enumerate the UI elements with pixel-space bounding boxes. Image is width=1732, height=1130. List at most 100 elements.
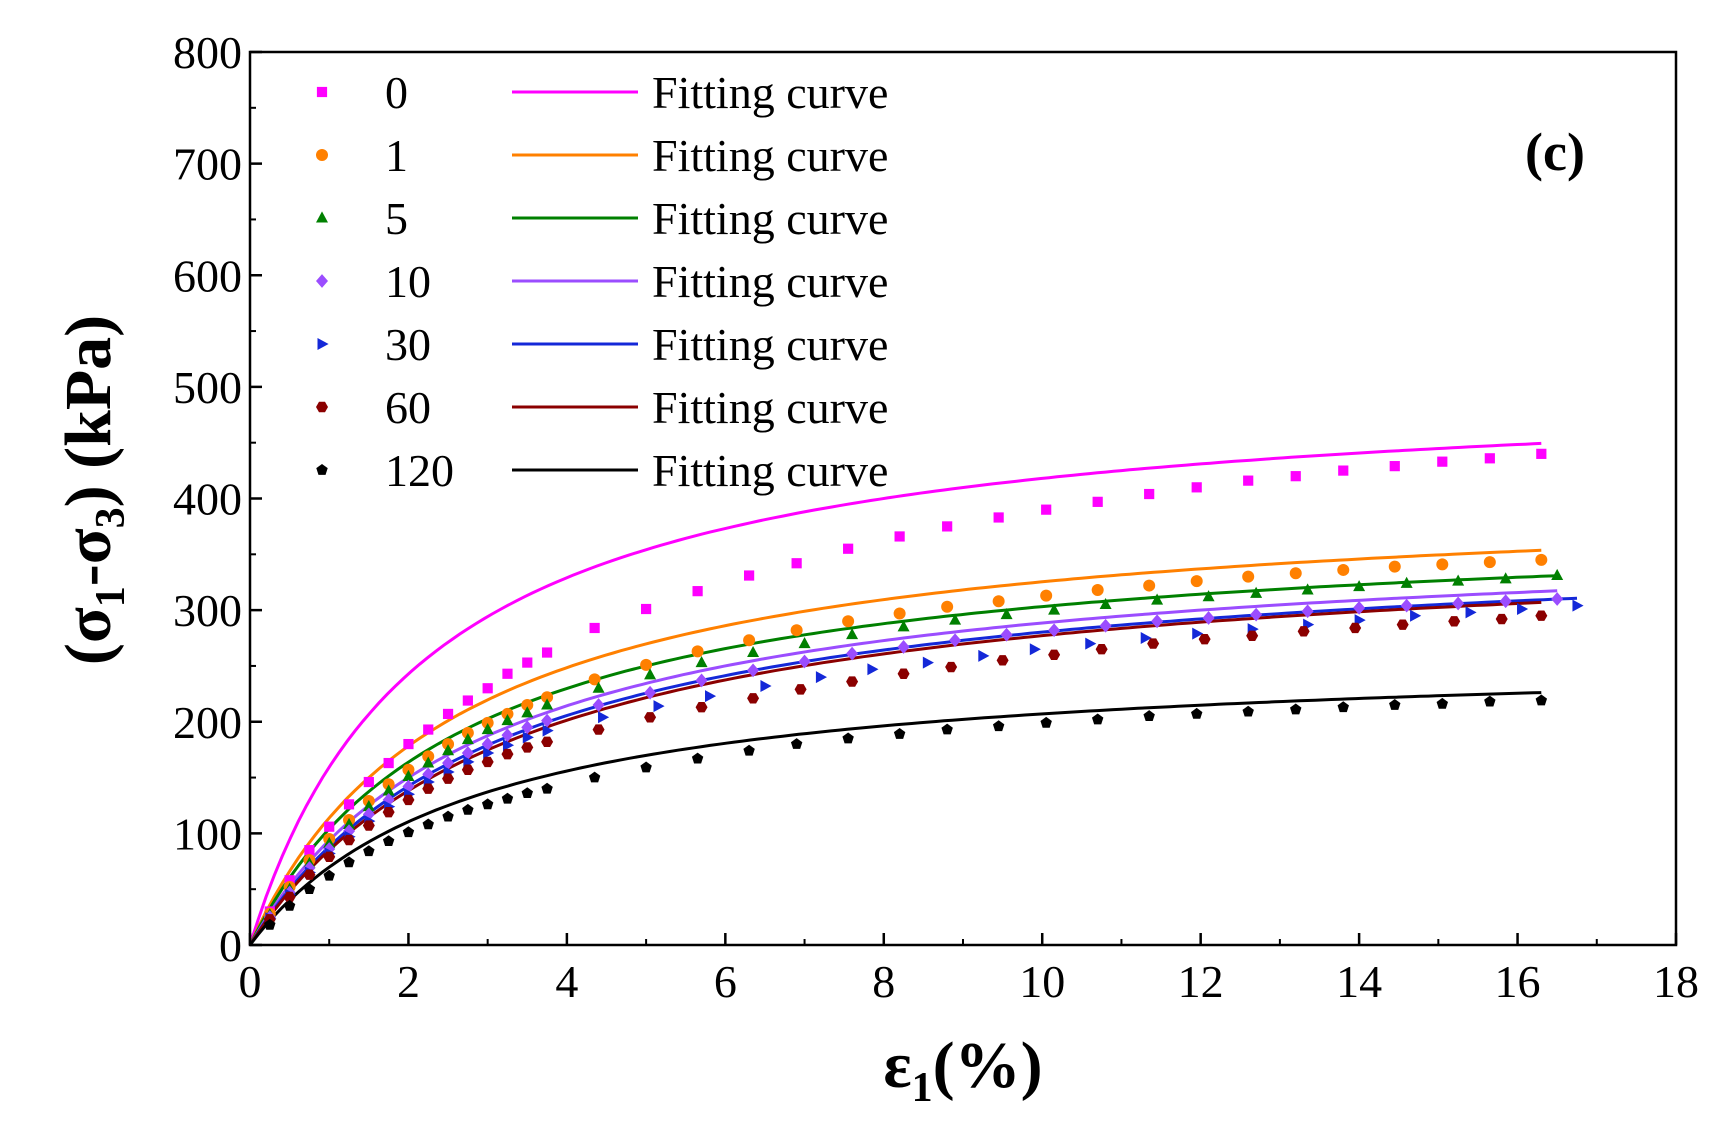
y-tick-label: 200 xyxy=(173,697,242,748)
data-point-0 xyxy=(462,695,473,706)
legend-marker xyxy=(316,211,328,223)
x-tick-label: 4 xyxy=(555,956,578,1007)
data-point-30 xyxy=(978,649,990,662)
data-point-5 xyxy=(1353,580,1366,592)
data-point-10 xyxy=(1301,604,1314,619)
legend-marker xyxy=(317,338,329,350)
data-point-0 xyxy=(403,738,414,750)
data-point-0 xyxy=(324,821,335,832)
data-point-60 xyxy=(1048,649,1061,660)
data-point-60 xyxy=(1246,630,1259,641)
x-tick-label: 6 xyxy=(714,956,737,1007)
data-point-60 xyxy=(1535,610,1548,621)
data-point-10 xyxy=(1452,596,1465,611)
data-point-60 xyxy=(1495,613,1508,625)
data-point-120 xyxy=(893,728,906,739)
data-point-1 xyxy=(992,595,1005,608)
x-tick-label: 18 xyxy=(1653,956,1699,1007)
data-point-60 xyxy=(592,724,605,735)
data-point-0 xyxy=(363,776,374,788)
legend-item-60: 60 Fitting curve xyxy=(316,382,888,433)
data-point-120 xyxy=(481,798,494,810)
data-point-60 xyxy=(897,668,910,679)
data-point-5 xyxy=(481,722,494,735)
data-point-120 xyxy=(790,738,803,749)
data-point-60 xyxy=(521,742,534,753)
legend-label: 1 xyxy=(385,130,408,181)
legend-label: 120 xyxy=(385,445,454,496)
data-point-1 xyxy=(1388,560,1401,573)
data-point-5 xyxy=(1551,568,1564,581)
data-point-60 xyxy=(481,756,494,768)
data-point-5 xyxy=(1250,586,1263,598)
data-point-30 xyxy=(483,747,495,760)
data-point-10 xyxy=(521,720,534,735)
fitting-curve-120 xyxy=(248,691,1542,946)
data-point-30 xyxy=(542,724,554,737)
data-point-5 xyxy=(1400,576,1413,588)
legend-label: 60 xyxy=(385,382,431,433)
data-point-120 xyxy=(1337,701,1349,713)
data-point-60 xyxy=(945,661,958,673)
data-point-120 xyxy=(303,883,316,895)
data-point-5 xyxy=(695,655,708,668)
legend-fit-label: Fitting curve xyxy=(652,67,888,118)
y-tick-label: 700 xyxy=(173,139,242,190)
data-point-0 xyxy=(589,622,600,634)
y-tick-label: 0 xyxy=(219,920,242,971)
data-point-0 xyxy=(482,683,493,694)
data-point-0 xyxy=(1437,456,1448,467)
legend-fit-label: Fitting curve xyxy=(652,445,888,496)
series-120-markers xyxy=(264,694,1548,930)
data-point-1 xyxy=(1483,556,1496,569)
data-markers xyxy=(263,448,1584,930)
data-point-120 xyxy=(1040,716,1052,728)
data-point-5 xyxy=(1499,572,1512,584)
data-point-30 xyxy=(1192,627,1204,640)
data-point-1 xyxy=(382,778,395,791)
data-point-60 xyxy=(1448,616,1461,627)
data-point-30 xyxy=(704,690,717,703)
data-point-10 xyxy=(1499,594,1512,609)
data-point-5 xyxy=(897,620,910,632)
data-point-0 xyxy=(1144,488,1155,500)
data-point-10 xyxy=(541,713,554,728)
data-point-120 xyxy=(1190,707,1203,719)
data-point-10 xyxy=(644,685,657,700)
data-point-10 xyxy=(501,728,514,743)
data-point-5 xyxy=(1151,593,1164,605)
data-point-30 xyxy=(522,731,534,744)
data-point-120 xyxy=(323,869,335,881)
data-point-120 xyxy=(501,792,514,804)
legend-fit-label: Fitting curve xyxy=(652,256,888,307)
data-point-0 xyxy=(1290,471,1301,482)
data-point-60 xyxy=(501,748,514,760)
data-point-60 xyxy=(1147,638,1160,649)
data-point-120 xyxy=(1290,703,1302,715)
data-point-0 xyxy=(894,531,905,542)
data-point-10 xyxy=(1250,607,1263,622)
data-point-10 xyxy=(1048,623,1061,638)
data-point-10 xyxy=(1151,614,1164,629)
data-point-120 xyxy=(1436,697,1449,709)
legend-label: 30 xyxy=(385,319,431,370)
data-point-10 xyxy=(1551,592,1564,606)
data-point-60 xyxy=(1198,633,1211,645)
data-point-30 xyxy=(1085,637,1097,650)
data-point-30 xyxy=(502,739,515,752)
legend-item-5: 5 Fitting curve xyxy=(316,193,888,244)
legend-fit-label: Fitting curve xyxy=(652,382,888,433)
data-point-0 xyxy=(993,512,1004,523)
data-point-120 xyxy=(521,787,533,799)
legend-item-1: 1 Fitting curve xyxy=(316,130,888,181)
data-point-60 xyxy=(996,655,1009,666)
data-point-120 xyxy=(462,803,474,815)
data-point-30 xyxy=(1517,603,1529,616)
y-tick-label: 800 xyxy=(173,27,242,78)
data-point-5 xyxy=(644,668,657,680)
data-point-1 xyxy=(521,699,534,712)
data-point-10 xyxy=(846,646,859,661)
data-point-30 xyxy=(1140,632,1152,645)
